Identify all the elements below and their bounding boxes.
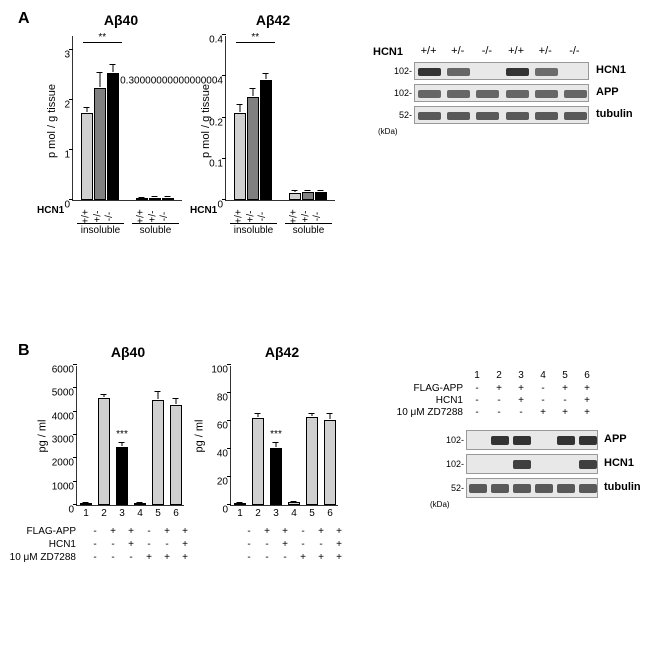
- chart-title-b-ab42: Aβ42: [237, 344, 327, 360]
- chart-title-a-ab40: Aβ40: [76, 12, 166, 28]
- panel-b-label: B: [18, 342, 30, 360]
- chart-a-ab40: 0123+/++/--/-insoluble+/++/--/-solubleHC…: [72, 36, 182, 201]
- blot-b-kda: (kDa): [430, 500, 450, 509]
- chart-b-ab40: 0100020003000400050006000123***456: [76, 366, 184, 506]
- chart-a-ab42: 00.10.20.300000000000000040.4+/++/--/-in…: [225, 36, 335, 201]
- ylabel-b-ab40: pg / ml: [37, 419, 49, 452]
- ylabel-b-ab42: pg / ml: [194, 419, 206, 452]
- ylabel-a-ab40: p mol / g tissue: [46, 84, 58, 158]
- chart-b-ab42: 020406080100123***456: [230, 366, 338, 506]
- blot-a-kda: (kDa): [378, 127, 398, 136]
- blot-a-header: HCN1: [373, 46, 403, 58]
- chart-title-a-ab42: Aβ42: [228, 12, 318, 28]
- chart-title-b-ab40: Aβ40: [83, 344, 173, 360]
- panel-a-label: A: [18, 10, 30, 28]
